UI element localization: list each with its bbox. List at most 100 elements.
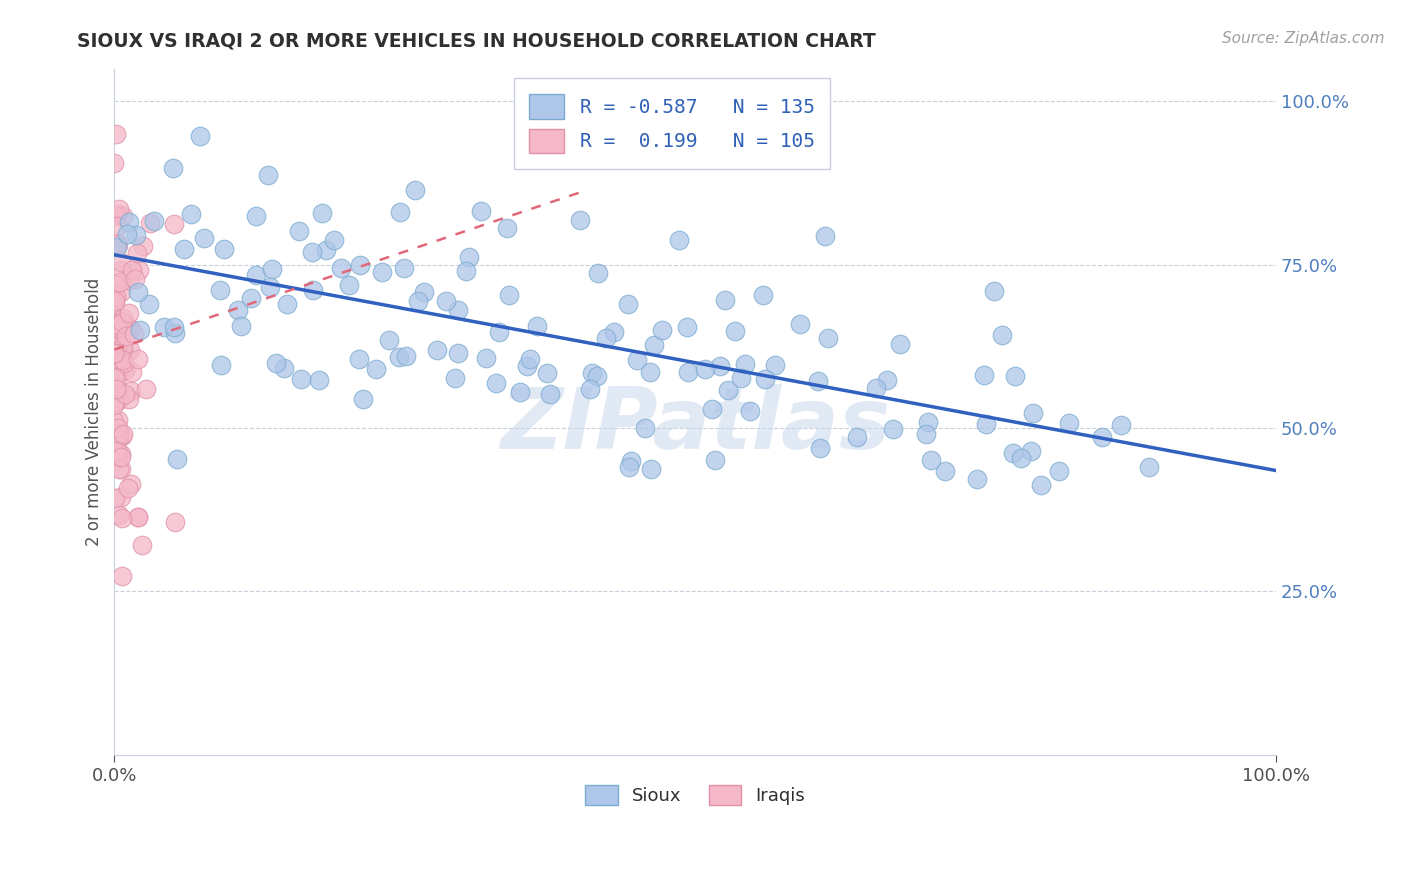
Point (1010, 451, 1032, 466)
Point (124, 228, 146, 243)
Point (676, 365, 699, 379)
Point (108, 393, 131, 408)
Point (443, 371, 465, 385)
Point (104, 430, 127, 444)
Point (730, 371, 752, 385)
Point (104, 395, 127, 409)
Point (817, 331, 839, 345)
Point (108, 347, 131, 361)
Point (388, 351, 411, 365)
Point (245, 268, 267, 282)
Point (496, 221, 519, 235)
Point (108, 202, 131, 216)
Point (349, 258, 371, 272)
Y-axis label: 2 or more Vehicles in Household: 2 or more Vehicles in Household (86, 277, 103, 546)
Point (288, 223, 311, 237)
Point (105, 278, 128, 293)
Point (104, 297, 127, 311)
Point (165, 515, 187, 529)
Point (516, 359, 538, 373)
Point (110, 275, 132, 289)
Point (752, 287, 775, 301)
Point (714, 293, 737, 307)
Point (693, 362, 716, 376)
Point (1029, 478, 1052, 492)
Point (526, 318, 548, 333)
Point (104, 366, 127, 380)
Point (347, 352, 370, 367)
Point (634, 421, 657, 435)
Point (105, 347, 128, 361)
Point (103, 310, 125, 324)
Point (122, 327, 145, 342)
Point (121, 262, 143, 277)
Point (734, 357, 756, 371)
Point (1004, 368, 1026, 383)
Point (135, 382, 157, 396)
Point (111, 429, 134, 443)
Point (107, 363, 129, 377)
Point (329, 260, 352, 275)
Point (616, 297, 638, 311)
Point (454, 264, 477, 278)
Point (103, 292, 125, 306)
Point (702, 401, 724, 416)
Point (104, 345, 127, 359)
Point (974, 417, 997, 431)
Point (127, 510, 149, 524)
Point (603, 326, 626, 340)
Text: SIOUX VS IRAQI 2 OR MORE VEHICLES IN HOUSEHOLD CORRELATION CHART: SIOUX VS IRAQI 2 OR MORE VEHICLES IN HOU… (77, 31, 876, 50)
Point (105, 321, 128, 335)
Point (668, 233, 690, 247)
Point (128, 262, 150, 277)
Point (538, 386, 561, 401)
Point (127, 509, 149, 524)
Point (763, 358, 786, 372)
Point (1111, 418, 1133, 433)
Point (311, 206, 333, 220)
Point (114, 363, 136, 377)
Point (617, 460, 640, 475)
Point (115, 227, 138, 242)
Point (193, 231, 215, 245)
Point (703, 453, 725, 467)
Point (519, 351, 541, 366)
Point (120, 477, 142, 491)
Point (337, 277, 360, 292)
Point (112, 209, 135, 223)
Point (129, 323, 152, 337)
Point (579, 382, 602, 396)
Point (105, 331, 128, 345)
Point (1002, 446, 1025, 460)
Point (934, 464, 956, 478)
Point (724, 324, 747, 338)
Point (104, 318, 127, 332)
Point (470, 204, 492, 219)
Point (620, 454, 643, 468)
Point (406, 294, 429, 309)
Point (110, 263, 132, 277)
Point (436, 293, 458, 308)
Point (105, 444, 128, 458)
Point (104, 394, 127, 409)
Point (366, 362, 388, 376)
Point (105, 382, 128, 396)
Point (138, 297, 160, 311)
Point (107, 219, 129, 234)
Point (103, 326, 125, 340)
Point (110, 490, 132, 504)
Point (404, 183, 426, 197)
Point (447, 346, 470, 360)
Point (108, 462, 131, 476)
Point (239, 291, 262, 305)
Point (568, 213, 591, 227)
Point (301, 245, 323, 260)
Point (813, 229, 835, 244)
Point (105, 278, 128, 293)
Point (103, 155, 125, 169)
Point (173, 242, 195, 256)
Point (131, 238, 153, 252)
Point (111, 511, 134, 525)
Point (105, 240, 128, 254)
Point (808, 441, 831, 455)
